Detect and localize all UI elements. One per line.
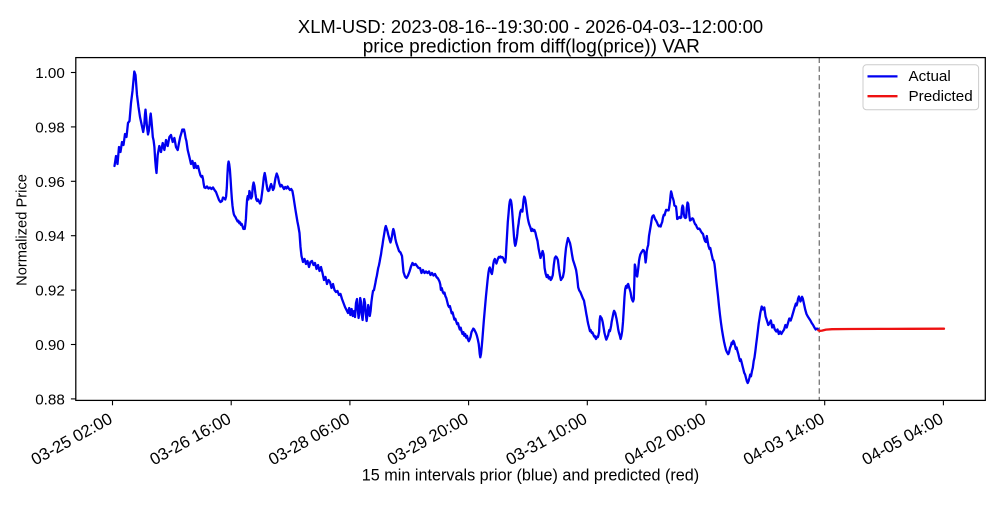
svg-text:1.00: 1.00: [35, 65, 65, 82]
svg-text:0.92: 0.92: [35, 283, 65, 300]
svg-text:Predicted: Predicted: [909, 88, 973, 105]
svg-text:0.88: 0.88: [35, 391, 65, 408]
svg-text:0.90: 0.90: [35, 337, 65, 354]
svg-text:0.94: 0.94: [35, 228, 65, 245]
svg-text:price prediction from diff(log: price prediction from diff(log(price)) V…: [363, 37, 700, 58]
svg-text:Normalized Price: Normalized Price: [15, 174, 31, 286]
svg-text:15 min intervals prior (blue): 15 min intervals prior (blue) and predic…: [362, 467, 699, 485]
svg-text:Actual: Actual: [909, 68, 951, 85]
svg-text:0.98: 0.98: [35, 119, 65, 136]
svg-text:0.96: 0.96: [35, 174, 65, 191]
svg-text:XLM-USD: 2023-08-16--19:30:00: XLM-USD: 2023-08-16--19:30:00 - 2026-04-…: [298, 16, 763, 37]
